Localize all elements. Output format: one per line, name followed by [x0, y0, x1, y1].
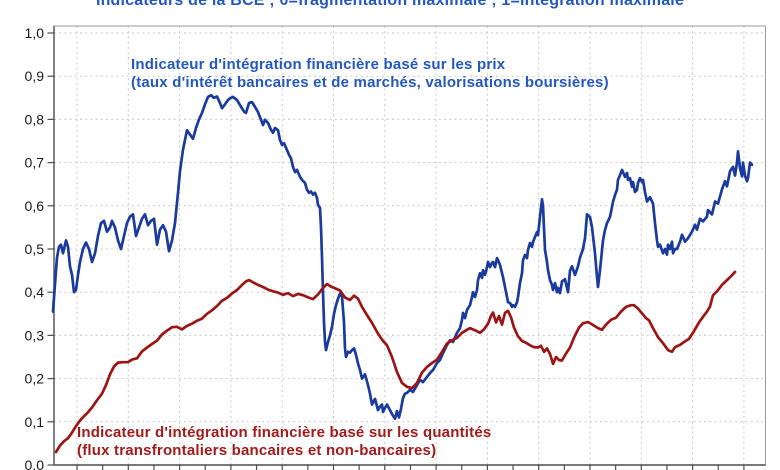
- y-axis-tick-label: 1,0: [25, 25, 45, 41]
- price-series-line: [51, 93, 754, 421]
- quantity-series-label: Indicateur d'intégration financière basé…: [77, 424, 491, 460]
- y-axis-tick-label: 0,7: [25, 155, 45, 171]
- y-axis-tick-label: 0,6: [25, 198, 45, 214]
- y-axis-tick-label: 0,8: [25, 111, 45, 127]
- quantity-series-label-line2: (flux transfrontaliers bancaires et non-…: [77, 442, 437, 459]
- y-axis-tick-label: 0,5: [25, 241, 45, 257]
- y-axis-tick-label: 0,4: [25, 284, 45, 300]
- price-series-label-line1: Indicateur d'intégration financière basé…: [131, 56, 506, 73]
- y-axis-tick-label: 0,0: [25, 457, 45, 470]
- quantity-series-label-line1: Indicateur d'intégration financière basé…: [77, 424, 492, 441]
- y-axis-tick-label: 0,3: [25, 327, 45, 343]
- price-series-label: Indicateur d'intégration financière basé…: [131, 56, 609, 92]
- y-axis-tick-label: 0,2: [25, 371, 45, 387]
- y-axis-tick-label: 0,9: [25, 68, 45, 84]
- quantity-series-line: [54, 270, 737, 454]
- chart-title: Indicateurs de la BCE ; 0=fragmentation …: [95, 0, 685, 9]
- price-series-label-line2: (taux d'intérêt bancaires et de marchés,…: [131, 74, 609, 91]
- y-axis-tick-label: 0,1: [25, 414, 45, 430]
